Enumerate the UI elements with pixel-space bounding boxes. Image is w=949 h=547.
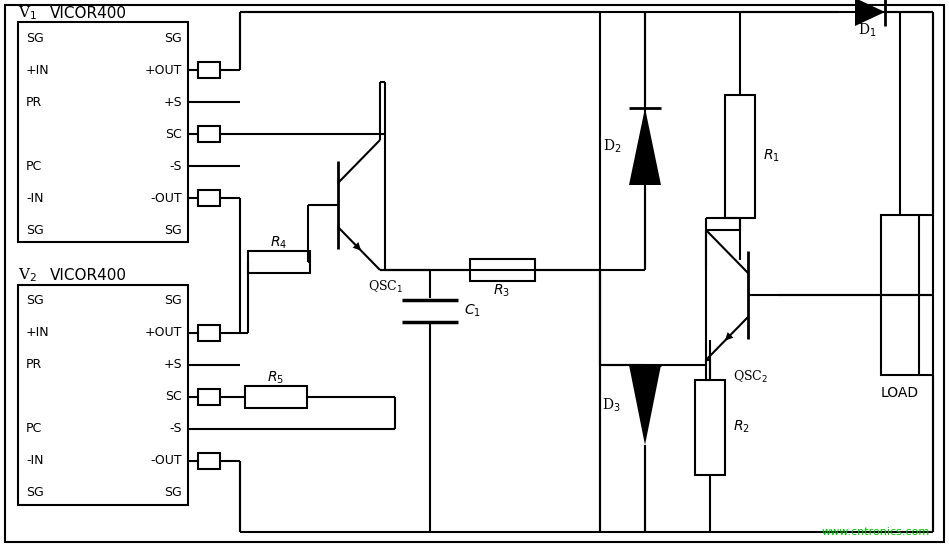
Text: PC: PC	[26, 160, 43, 172]
Text: V$_1$: V$_1$	[18, 4, 37, 22]
Bar	[198, 62, 220, 78]
Text: PR: PR	[26, 358, 43, 371]
Text: SC: SC	[165, 391, 182, 404]
Text: -OUT: -OUT	[150, 191, 182, 205]
Text: SG: SG	[26, 294, 44, 307]
Bar	[198, 389, 220, 405]
Bar	[248, 251, 310, 273]
Text: +IN: +IN	[26, 327, 49, 340]
Bar	[881, 215, 919, 375]
Text: SG: SG	[164, 224, 182, 236]
Bar	[198, 126, 220, 142]
Text: -S: -S	[170, 422, 182, 435]
Bar	[18, 285, 188, 505]
Text: PC: PC	[26, 422, 43, 435]
Bar	[18, 22, 188, 242]
Polygon shape	[353, 242, 362, 251]
Text: LOAD: LOAD	[881, 386, 919, 400]
Bar	[198, 190, 220, 206]
Text: $R_2$: $R_2$	[733, 419, 750, 435]
Text: SC: SC	[165, 127, 182, 141]
Bar	[198, 325, 220, 341]
Text: SG: SG	[164, 486, 182, 499]
Bar	[470, 259, 535, 281]
Text: D$_2$: D$_2$	[603, 137, 621, 155]
Polygon shape	[725, 332, 734, 341]
Text: -IN: -IN	[26, 455, 44, 468]
Text: $R_1$: $R_1$	[763, 148, 780, 164]
Text: +OUT: +OUT	[144, 63, 182, 77]
Text: $R_3$: $R_3$	[493, 283, 511, 299]
Text: QSC$_1$: QSC$_1$	[368, 279, 403, 295]
Bar	[725, 95, 755, 218]
Text: www.cntronics.com: www.cntronics.com	[822, 527, 930, 537]
Polygon shape	[629, 108, 661, 185]
Text: PR: PR	[26, 96, 43, 108]
Text: SG: SG	[164, 32, 182, 44]
Polygon shape	[629, 365, 661, 445]
Text: V$_2$: V$_2$	[18, 266, 37, 284]
Text: QSC$_2$: QSC$_2$	[733, 369, 768, 385]
Text: -IN: -IN	[26, 191, 44, 205]
Text: D$_3$: D$_3$	[603, 396, 621, 414]
Text: D$_1$: D$_1$	[858, 21, 876, 39]
Bar	[245, 386, 307, 408]
Text: $R_4$: $R_4$	[270, 235, 288, 251]
Text: SG: SG	[26, 486, 44, 499]
Text: +OUT: +OUT	[144, 327, 182, 340]
Text: -OUT: -OUT	[150, 455, 182, 468]
Text: SG: SG	[164, 294, 182, 307]
Text: SG: SG	[26, 32, 44, 44]
Text: VICOR400: VICOR400	[50, 5, 127, 20]
Text: +S: +S	[163, 358, 182, 371]
Text: -S: -S	[170, 160, 182, 172]
Text: +S: +S	[163, 96, 182, 108]
Bar	[198, 453, 220, 469]
Text: +IN: +IN	[26, 63, 49, 77]
Text: VICOR400: VICOR400	[50, 267, 127, 282]
Text: $C_1$: $C_1$	[464, 303, 481, 319]
Text: SG: SG	[26, 224, 44, 236]
Polygon shape	[855, 0, 885, 26]
Bar	[695, 380, 725, 475]
Text: $R_5$: $R_5$	[268, 370, 285, 386]
